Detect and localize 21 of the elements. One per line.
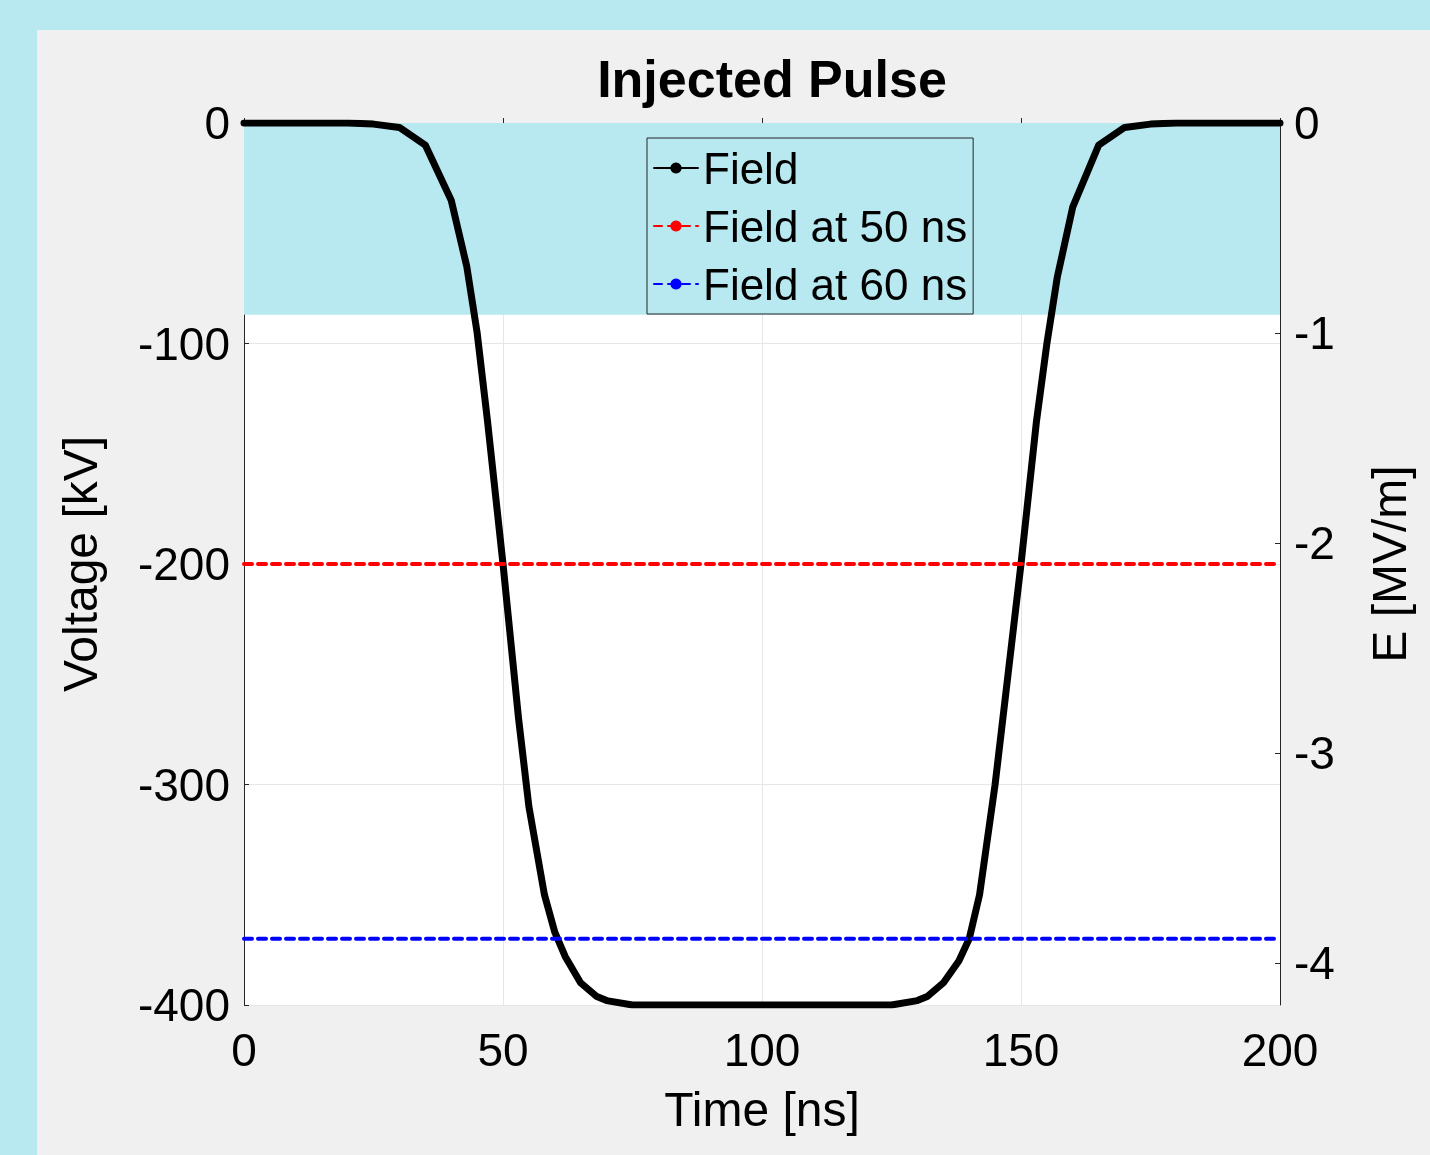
legend-label: Field: [703, 143, 799, 193]
x-tick-label: 200: [1241, 1024, 1319, 1076]
y2-tick-label: -4: [1294, 937, 1335, 989]
y-axis-title: Voltage [kV]: [53, 435, 107, 693]
x-axis-title: Time [ns]: [664, 1082, 860, 1136]
legend-label: Field at 50 ns: [703, 201, 968, 251]
y-tick-label: -100: [137, 317, 230, 370]
x-tick-label: 50: [477, 1024, 529, 1076]
y-tick-label: -200: [137, 538, 230, 590]
legend-label: Field at 60 ns: [703, 259, 968, 309]
x-tick-label: 150: [982, 1024, 1060, 1076]
y-tick-label: -400: [137, 979, 230, 1031]
chart-title: Injected Pulse: [597, 50, 947, 108]
y2-tick-label: -1: [1294, 307, 1335, 359]
x-tick-label: 100: [723, 1024, 801, 1076]
y-tick-label: 0: [204, 97, 230, 149]
y2-axis-title: E [MV/m]: [1362, 465, 1416, 663]
y2-tick-label: 0: [1294, 97, 1320, 149]
y-tick-label: -300: [137, 758, 230, 811]
y2-tick-label: -2: [1294, 517, 1335, 569]
y2-tick-label: -3: [1294, 727, 1335, 779]
